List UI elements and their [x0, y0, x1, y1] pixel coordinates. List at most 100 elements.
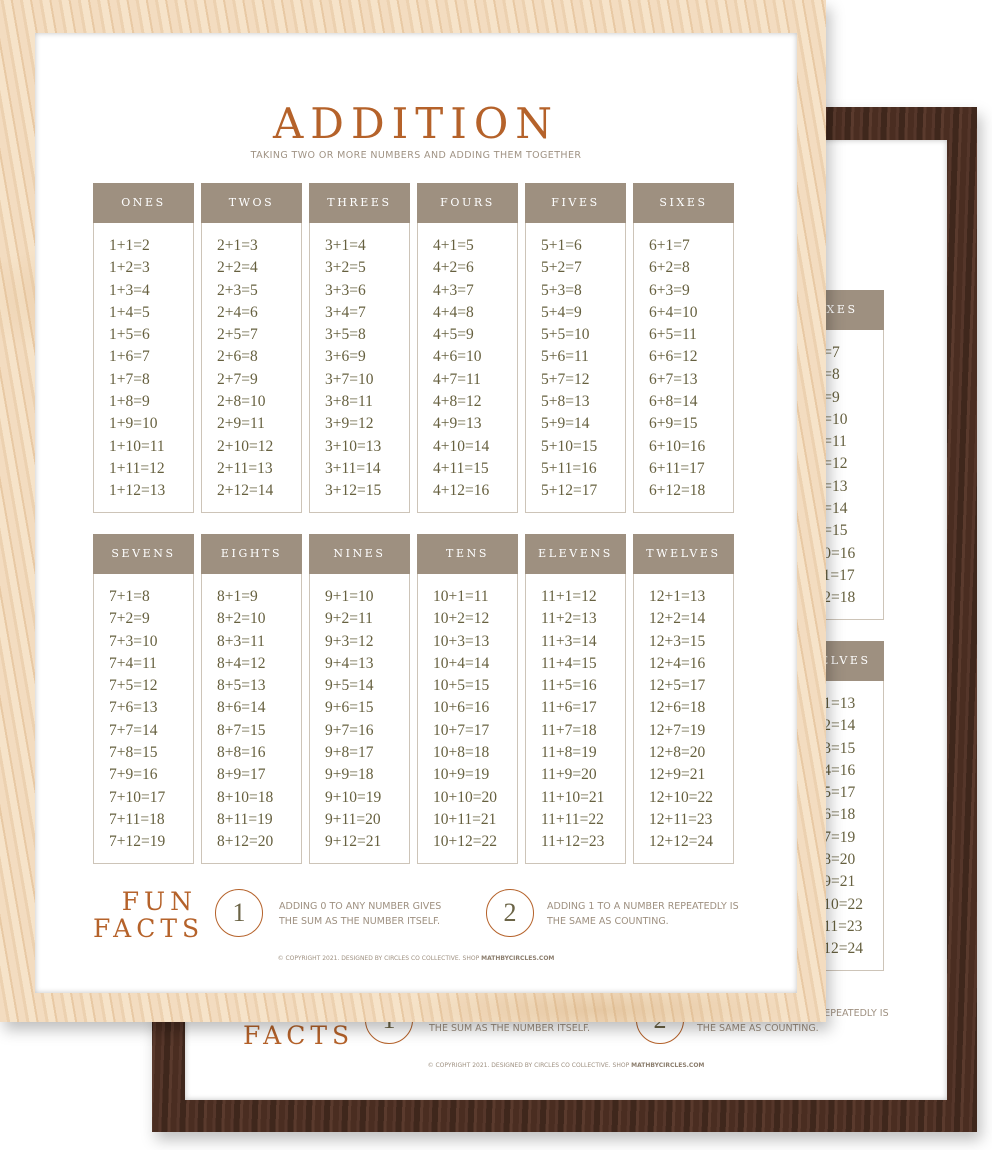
equation: 10+10=20 [433, 788, 497, 806]
equation: 3+10=13 [325, 437, 382, 455]
equation: 9+1=10 [325, 588, 374, 605]
equation: 3+7=10 [325, 370, 374, 388]
equation: 4+7=11 [433, 370, 481, 388]
equation: 11+2=13 [541, 610, 597, 628]
equation: 12+6=18 [649, 699, 706, 717]
table-threes: THREES 3+1=4 3+2=5 3+3=6 3+4=7 3+5=8 3+6=9 3+7=… [309, 183, 410, 513]
fun-facts-heading-line2: FACTS [243, 1021, 355, 1050]
equation: 3+9=12 [325, 415, 374, 433]
equation: 10+5=15 [433, 677, 490, 695]
equation: 7+1=8 [109, 588, 150, 605]
equation: 8+12=20 [217, 833, 274, 851]
equation: 2+1=3 [217, 237, 258, 254]
equation: 2+3=5 [217, 281, 258, 299]
table-elevens: ELEVENS 11+1=12 11+2=13 11+3=14 11+4=15 11+5=… [525, 534, 626, 864]
equation: 4+6=10 [433, 348, 482, 366]
equation: 11+10=21 [541, 788, 605, 806]
equation: 12+11=23 [649, 810, 713, 828]
equation: 3+4=7 [325, 303, 366, 321]
equation: 8+10=18 [217, 788, 274, 806]
equation: 5+5=10 [541, 326, 590, 344]
equation: 7+8=15 [109, 744, 158, 762]
fun-fact-text: ADDING 1 TO A NUMBER REPEATEDLY IS [547, 901, 739, 912]
equation: 12+9=21 [649, 766, 706, 784]
table-body: 5+1=6 5+2=7 5+3=8 5+4=9 5+5=10 5+6=11 5+7=12 5+… [525, 223, 626, 513]
table-fives: FIVES 5+1=6 5+2=7 5+3=8 5+4=9 5+5=10 5+6=11 5+7… [525, 183, 626, 513]
table-header: ONES [93, 183, 194, 223]
table-body: 7+1=8 7+2=9 7+3=10 7+4=11 7+5=12 7+6=13 7+7=14… [93, 574, 194, 864]
equation: 2+4=6 [217, 303, 258, 321]
equation: 6+10=16 [649, 437, 706, 455]
equation: 2+8=10 [217, 393, 266, 411]
equation: 10+2=12 [433, 610, 490, 628]
fun-facts-heading: FUN FACTS [93, 888, 199, 942]
equation: 3+6=9 [325, 348, 366, 366]
table-ones: ONES 1+1=2 1+2=3 1+3=4 1+4=5 1+5=6 1+6=7 1+7=8 1… [93, 183, 194, 513]
equation: 8+6=14 [217, 699, 266, 717]
equation: 11+6=17 [541, 699, 597, 717]
equation: 6+4=10 [649, 303, 698, 321]
equation: 2+6=8 [217, 348, 258, 366]
poster-title: ADDITION [272, 99, 560, 148]
equation: 8+8=16 [217, 744, 266, 762]
table-header: THREES [309, 183, 410, 223]
equation: 9+7=16 [325, 721, 374, 739]
equation: 8+11=19 [217, 810, 273, 828]
shop-link[interactable]: MATHBYCIRCLES.COM [631, 1062, 705, 1069]
equation: 12+10=22 [649, 788, 713, 806]
equation: 6+12=18 [649, 482, 706, 500]
equation: 9+2=11 [325, 610, 373, 628]
equation: 12+2=14 [649, 610, 706, 628]
equation: 10+1=11 [433, 588, 489, 605]
table-body: 9+1=10 9+2=11 9+3=12 9+4=13 9+5=14 9+6=15 9+7=… [309, 574, 410, 864]
equation: 1+5=6 [109, 326, 150, 344]
light-wood-frame-poster: ADDITION TAKING TWO OR MORE NUMBERS AND … [0, 0, 826, 1022]
fun-fact-text: THE SAME AS COUNTING. [547, 916, 669, 927]
table-header: TENS [417, 534, 518, 574]
equation: 5+12=17 [541, 482, 598, 500]
equation: 1+6=7 [109, 348, 150, 366]
equation: 12+3=15 [649, 632, 706, 650]
equation: 10+6=16 [433, 699, 490, 717]
equation: 6+8=14 [649, 393, 698, 411]
equation: 6+5=11 [649, 326, 697, 344]
table-body: 12+1=13 12+2=14 12+3=15 12+4=16 12+5=17 12+6=… [633, 574, 734, 864]
fact-number-circle: 2 [486, 889, 534, 937]
equation: 10+4=14 [433, 654, 490, 672]
equation: 7+3=10 [109, 632, 158, 650]
shop-link[interactable]: MATHBYCIRCLES.COM [481, 955, 555, 962]
equation: 3+3=6 [325, 281, 366, 299]
equation: 10+3=13 [433, 632, 490, 650]
equation: 2+5=7 [217, 326, 258, 344]
fun-fact-text: THE SUM AS THE NUMBER ITSELF. [429, 1023, 590, 1034]
equation: 8+9=17 [217, 766, 266, 784]
table-fours: FOURS 4+1=5 4+2=6 4+3=7 4+4=8 4+5=9 4+6=10 4+7=… [417, 183, 518, 513]
equation: 9+5=14 [325, 677, 374, 695]
equation: 7+9=16 [109, 766, 158, 784]
equation: 11+4=15 [541, 654, 597, 672]
poster-subtitle: TAKING TWO OR MORE NUMBERS AND ADDING TH… [250, 150, 582, 161]
equation: 11+12=23 [541, 833, 605, 851]
equation: 1+2=3 [109, 259, 150, 277]
equation: 7+12=19 [109, 833, 166, 851]
equation: 3+1=4 [325, 237, 366, 254]
equation: 1+11=12 [109, 459, 165, 477]
equation: 8+7=15 [217, 721, 266, 739]
equation: 5+6=11 [541, 348, 589, 366]
equation: 12+1=13 [649, 588, 706, 605]
equation: 6+3=9 [649, 281, 690, 299]
poster-mat: ADDITION TAKING TWO OR MORE NUMBERS AND … [35, 33, 797, 993]
table-header: ELEVENS [525, 534, 626, 574]
equation: 12+12=24 [649, 833, 713, 851]
equation: 9+10=19 [325, 788, 382, 806]
equation: 12+8=20 [649, 744, 706, 762]
equation: 9+6=15 [325, 699, 374, 717]
equation: 6+11=17 [649, 459, 705, 477]
equation: 11+5=16 [541, 677, 597, 695]
equation: 4+8=12 [433, 393, 482, 411]
equation: 2+9=11 [217, 415, 265, 433]
table-eights: EIGHTS 8+1=9 8+2=10 8+3=11 8+4=12 8+5=13 8+6=1… [201, 534, 302, 864]
equation: 5+3=8 [541, 281, 582, 299]
equation: 9+11=20 [325, 810, 381, 828]
